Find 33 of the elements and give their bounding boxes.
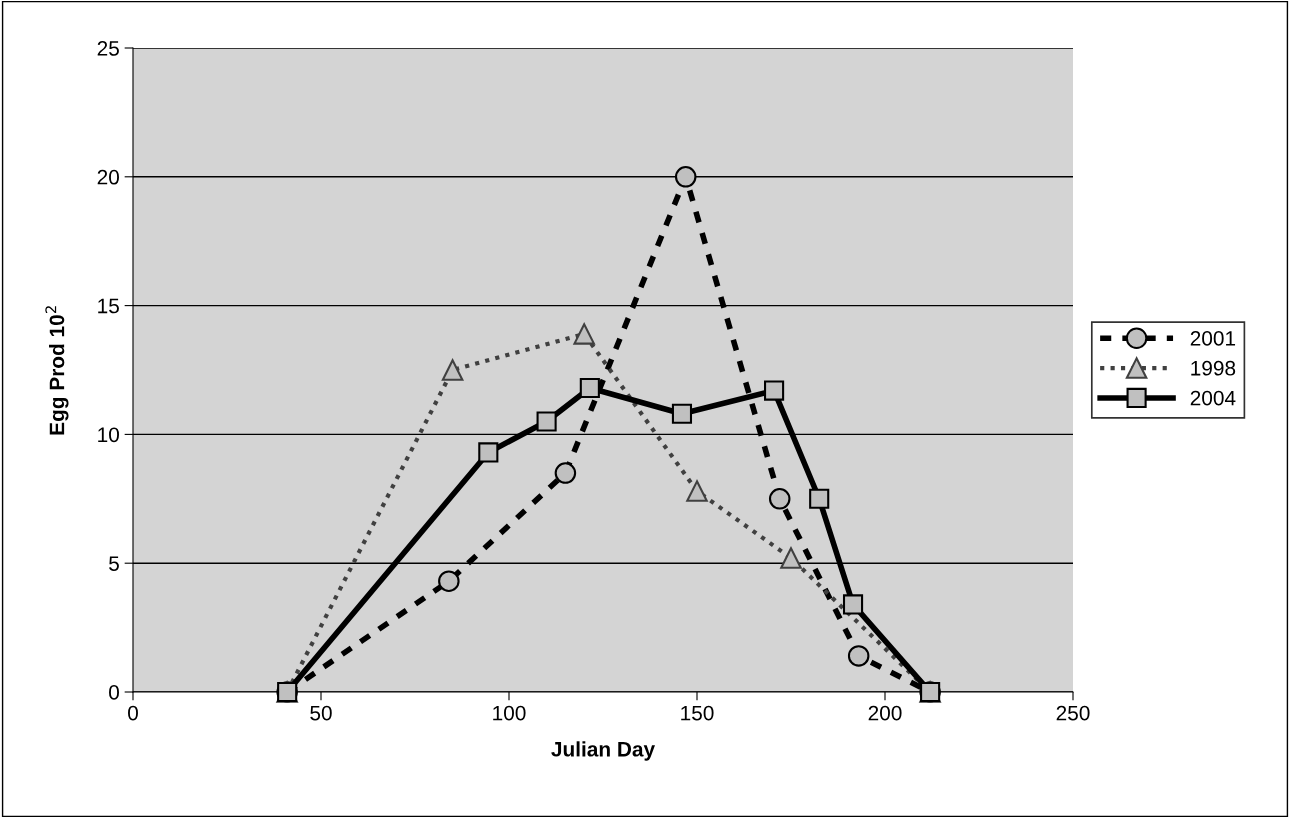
point [554, 462, 577, 484]
point [579, 377, 600, 399]
y-tick-label: 15 [98, 298, 119, 314]
x-tick-label: 200 [868, 705, 902, 721]
point [842, 594, 864, 615]
point [671, 403, 693, 424]
legend-label: 2004 [1190, 390, 1236, 406]
y-tick-label: 25 [97, 41, 119, 56]
y-axis-title: Egg Prod 10$^{2}$ [45, 306, 69, 435]
legend-label: 2001 [1190, 331, 1236, 346]
x-tick-label: 0 [128, 705, 138, 721]
y-tick-label: 10 [98, 427, 119, 443]
point [674, 166, 697, 188]
x-axis-title: Julian Day [551, 741, 655, 761]
legend-label: 1998 [1191, 360, 1236, 376]
point [768, 488, 791, 510]
point [478, 442, 499, 463]
point [809, 488, 830, 509]
x-tick-label: 50 [310, 705, 332, 721]
x-tick-label: 150 [681, 705, 714, 721]
point [764, 380, 785, 401]
x-tick-label: 250 [1056, 705, 1090, 721]
y-tick-label: 5 [109, 556, 119, 571]
point [847, 645, 870, 667]
point [438, 570, 460, 592]
point [536, 411, 557, 432]
point [441, 359, 464, 381]
point [686, 480, 708, 502]
point [780, 547, 802, 569]
point [573, 323, 595, 345]
y-tick-label: 20 [97, 169, 119, 185]
y-tick-label: 0 [109, 685, 119, 700]
x-tick-label: 100 [493, 705, 526, 721]
